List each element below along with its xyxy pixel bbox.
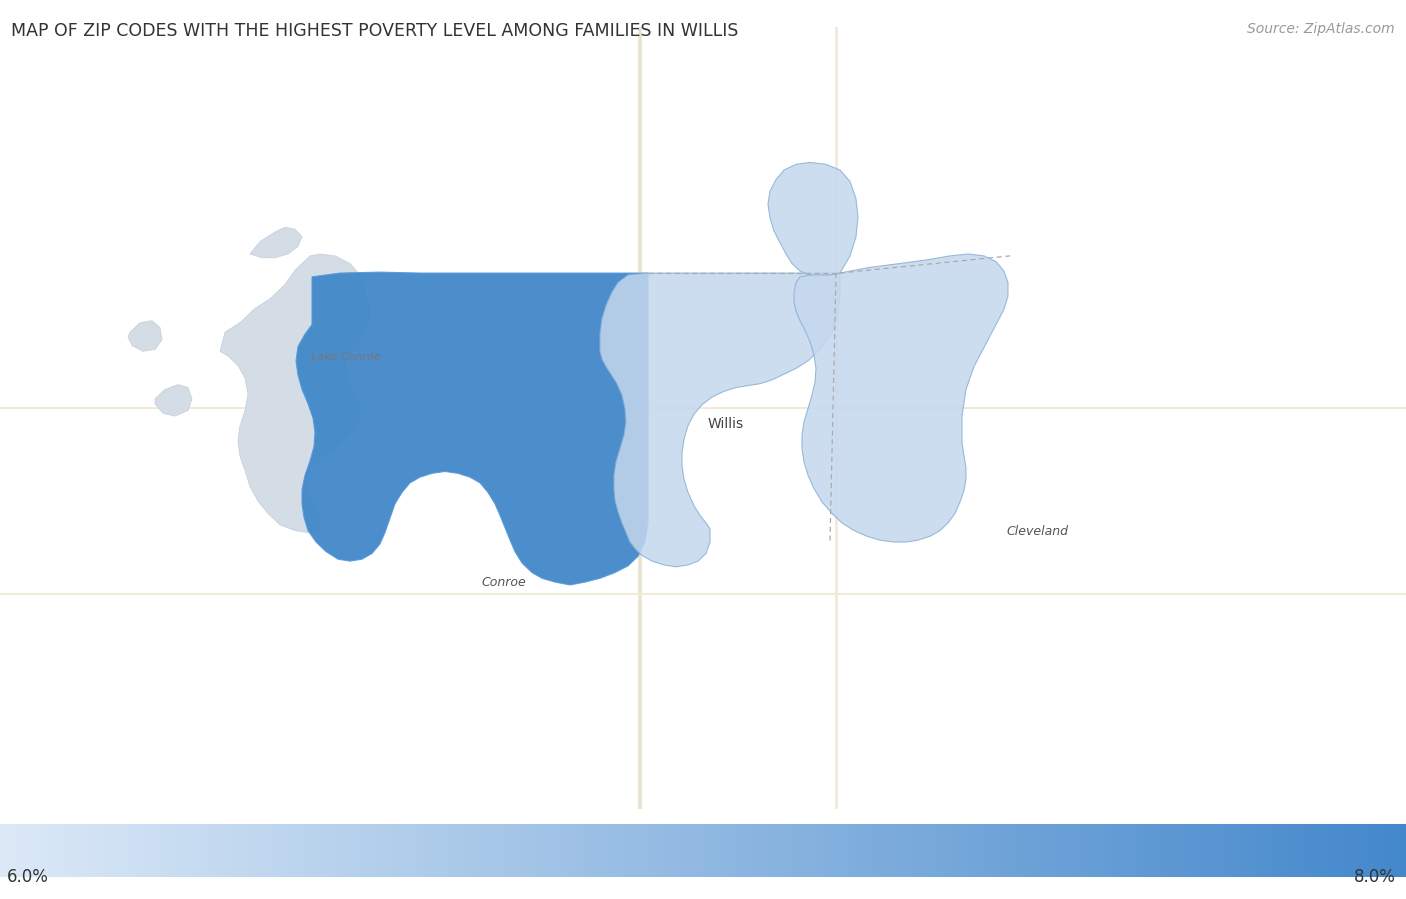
- Polygon shape: [794, 254, 1008, 542]
- Text: MAP OF ZIP CODES WITH THE HIGHEST POVERTY LEVEL AMONG FAMILIES IN WILLIS: MAP OF ZIP CODES WITH THE HIGHEST POVERT…: [11, 22, 738, 40]
- Text: 8.0%: 8.0%: [1354, 868, 1396, 886]
- Polygon shape: [155, 385, 193, 416]
- Polygon shape: [297, 272, 648, 585]
- Text: Cleveland: Cleveland: [1007, 525, 1069, 538]
- Text: Source: ZipAtlas.com: Source: ZipAtlas.com: [1247, 22, 1395, 37]
- Polygon shape: [768, 163, 858, 275]
- Polygon shape: [219, 254, 370, 532]
- Text: Conroe: Conroe: [481, 575, 526, 589]
- Polygon shape: [250, 227, 302, 258]
- Text: Lake Conroe: Lake Conroe: [311, 352, 381, 362]
- Polygon shape: [600, 273, 839, 567]
- Text: 6.0%: 6.0%: [7, 868, 49, 886]
- Polygon shape: [128, 321, 162, 352]
- Text: Willis: Willis: [707, 417, 744, 432]
